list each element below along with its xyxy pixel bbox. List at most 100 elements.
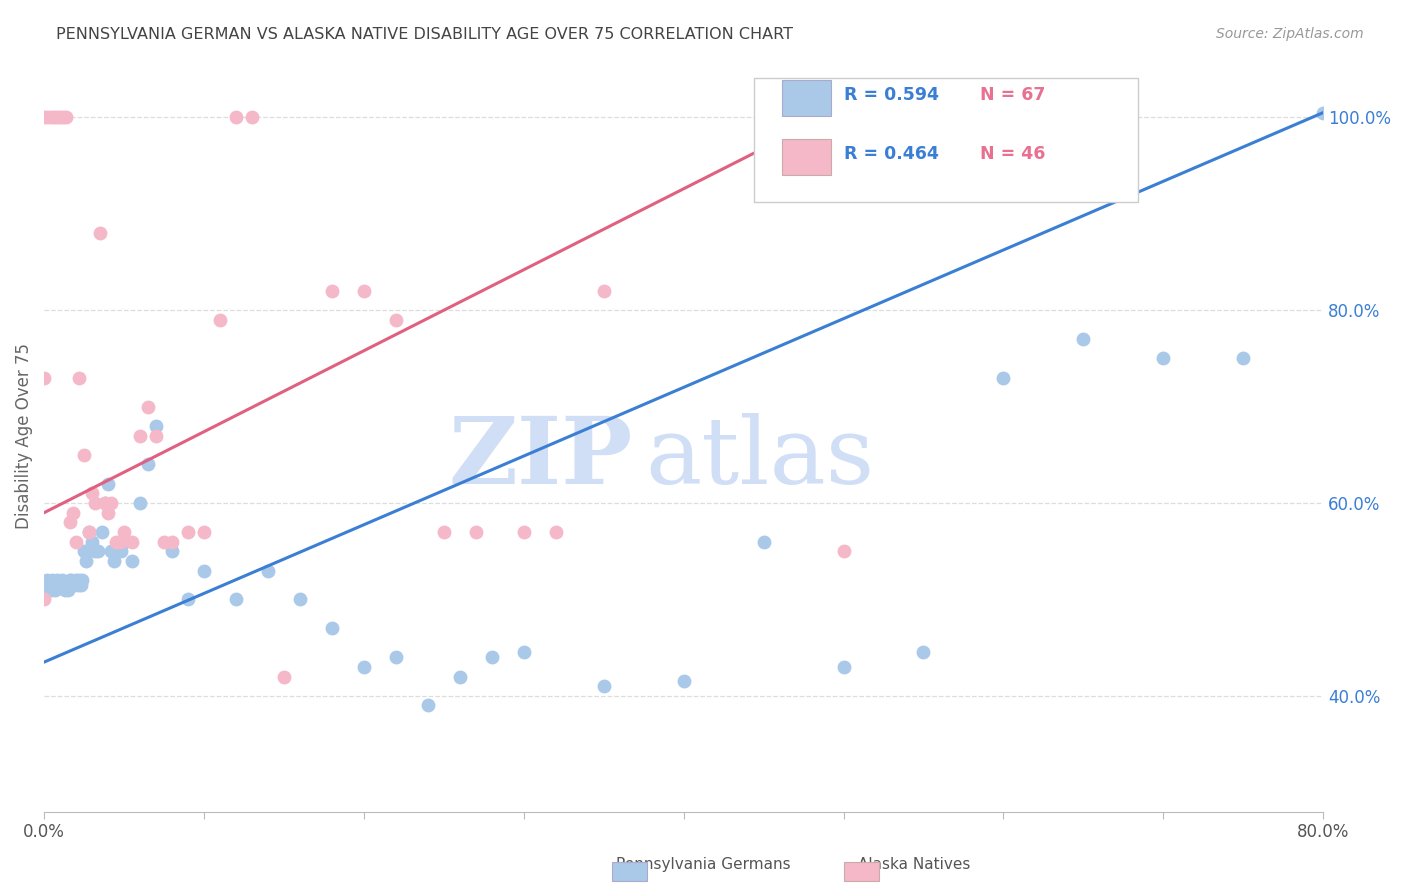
- Point: [832, 660, 855, 674]
- Text: N = 46: N = 46: [980, 145, 1046, 163]
- Point: [41, 573, 63, 587]
- Point: [66, 578, 89, 592]
- Point: [77, 524, 100, 539]
- Point: [100, 496, 122, 510]
- Point: [44, 582, 66, 597]
- Point: [208, 313, 231, 327]
- Point: [97, 476, 120, 491]
- Point: [160, 534, 183, 549]
- Point: [153, 534, 176, 549]
- Point: [55, 578, 77, 592]
- Point: [45, 573, 67, 587]
- Point: [89, 226, 111, 240]
- Point: [112, 534, 135, 549]
- Text: R = 0.464: R = 0.464: [844, 145, 938, 163]
- Point: [193, 564, 215, 578]
- Point: [752, 534, 775, 549]
- Point: [544, 524, 567, 539]
- Point: [672, 674, 695, 689]
- Point: [129, 496, 152, 510]
- Point: [225, 592, 247, 607]
- FancyBboxPatch shape: [782, 139, 831, 176]
- Point: [32, 582, 55, 597]
- Point: [49, 578, 72, 592]
- Point: [112, 524, 135, 539]
- Text: PENNSYLVANIA GERMAN VS ALASKA NATIVE DISABILITY AGE OVER 75 CORRELATION CHART: PENNSYLVANIA GERMAN VS ALASKA NATIVE DIS…: [56, 27, 793, 42]
- Point: [100, 544, 122, 558]
- Point: [592, 679, 614, 693]
- Point: [177, 592, 200, 607]
- Point: [273, 669, 295, 683]
- Point: [90, 524, 112, 539]
- Point: [39, 582, 62, 597]
- Text: Pennsylvania Germans: Pennsylvania Germans: [616, 857, 790, 872]
- Point: [145, 418, 167, 433]
- Point: [52, 111, 75, 125]
- Point: [288, 592, 311, 607]
- Point: [65, 573, 87, 587]
- Point: [321, 621, 343, 635]
- Text: ZIP: ZIP: [449, 413, 633, 503]
- Point: [1232, 351, 1254, 366]
- Point: [121, 534, 143, 549]
- Point: [912, 645, 935, 659]
- Point: [121, 554, 143, 568]
- Point: [449, 669, 471, 683]
- Point: [513, 524, 536, 539]
- Point: [49, 111, 72, 125]
- Point: [110, 534, 132, 549]
- Point: [103, 554, 125, 568]
- Point: [72, 573, 94, 587]
- Point: [1312, 105, 1334, 120]
- Point: [993, 370, 1015, 384]
- Point: [67, 573, 90, 587]
- Point: [87, 544, 110, 558]
- Point: [94, 496, 117, 510]
- Point: [832, 544, 855, 558]
- Point: [42, 111, 65, 125]
- Text: atlas: atlas: [645, 413, 875, 503]
- Point: [80, 534, 103, 549]
- Point: [129, 428, 152, 442]
- Point: [105, 534, 128, 549]
- Point: [145, 428, 167, 442]
- Point: [257, 564, 280, 578]
- Point: [63, 578, 86, 592]
- Point: [321, 284, 343, 298]
- Point: [59, 573, 82, 587]
- Point: [481, 650, 503, 665]
- Point: [136, 400, 159, 414]
- Point: [1152, 351, 1174, 366]
- Text: Source: ZipAtlas.com: Source: ZipAtlas.com: [1216, 27, 1364, 41]
- Point: [35, 578, 58, 592]
- Point: [32, 111, 55, 125]
- Point: [84, 496, 107, 510]
- FancyBboxPatch shape: [754, 78, 1137, 202]
- Point: [52, 578, 75, 592]
- Point: [177, 524, 200, 539]
- Point: [62, 578, 84, 592]
- Point: [385, 313, 408, 327]
- Point: [73, 544, 96, 558]
- Point: [107, 544, 129, 558]
- Point: [1071, 332, 1094, 346]
- Point: [48, 578, 70, 592]
- Point: [67, 370, 90, 384]
- Point: [32, 370, 55, 384]
- Point: [38, 578, 60, 592]
- Text: Alaska Natives: Alaska Natives: [858, 857, 970, 872]
- Point: [110, 544, 132, 558]
- Y-axis label: Disability Age Over 75: Disability Age Over 75: [15, 343, 32, 529]
- Text: R = 0.594: R = 0.594: [844, 87, 938, 104]
- Point: [513, 645, 536, 659]
- FancyBboxPatch shape: [782, 80, 831, 117]
- Point: [32, 592, 55, 607]
- Point: [136, 458, 159, 472]
- Text: N = 67: N = 67: [980, 87, 1046, 104]
- Point: [592, 284, 614, 298]
- Point: [42, 578, 65, 592]
- Point: [56, 582, 79, 597]
- Point: [353, 284, 375, 298]
- Point: [51, 573, 73, 587]
- Point: [77, 524, 100, 539]
